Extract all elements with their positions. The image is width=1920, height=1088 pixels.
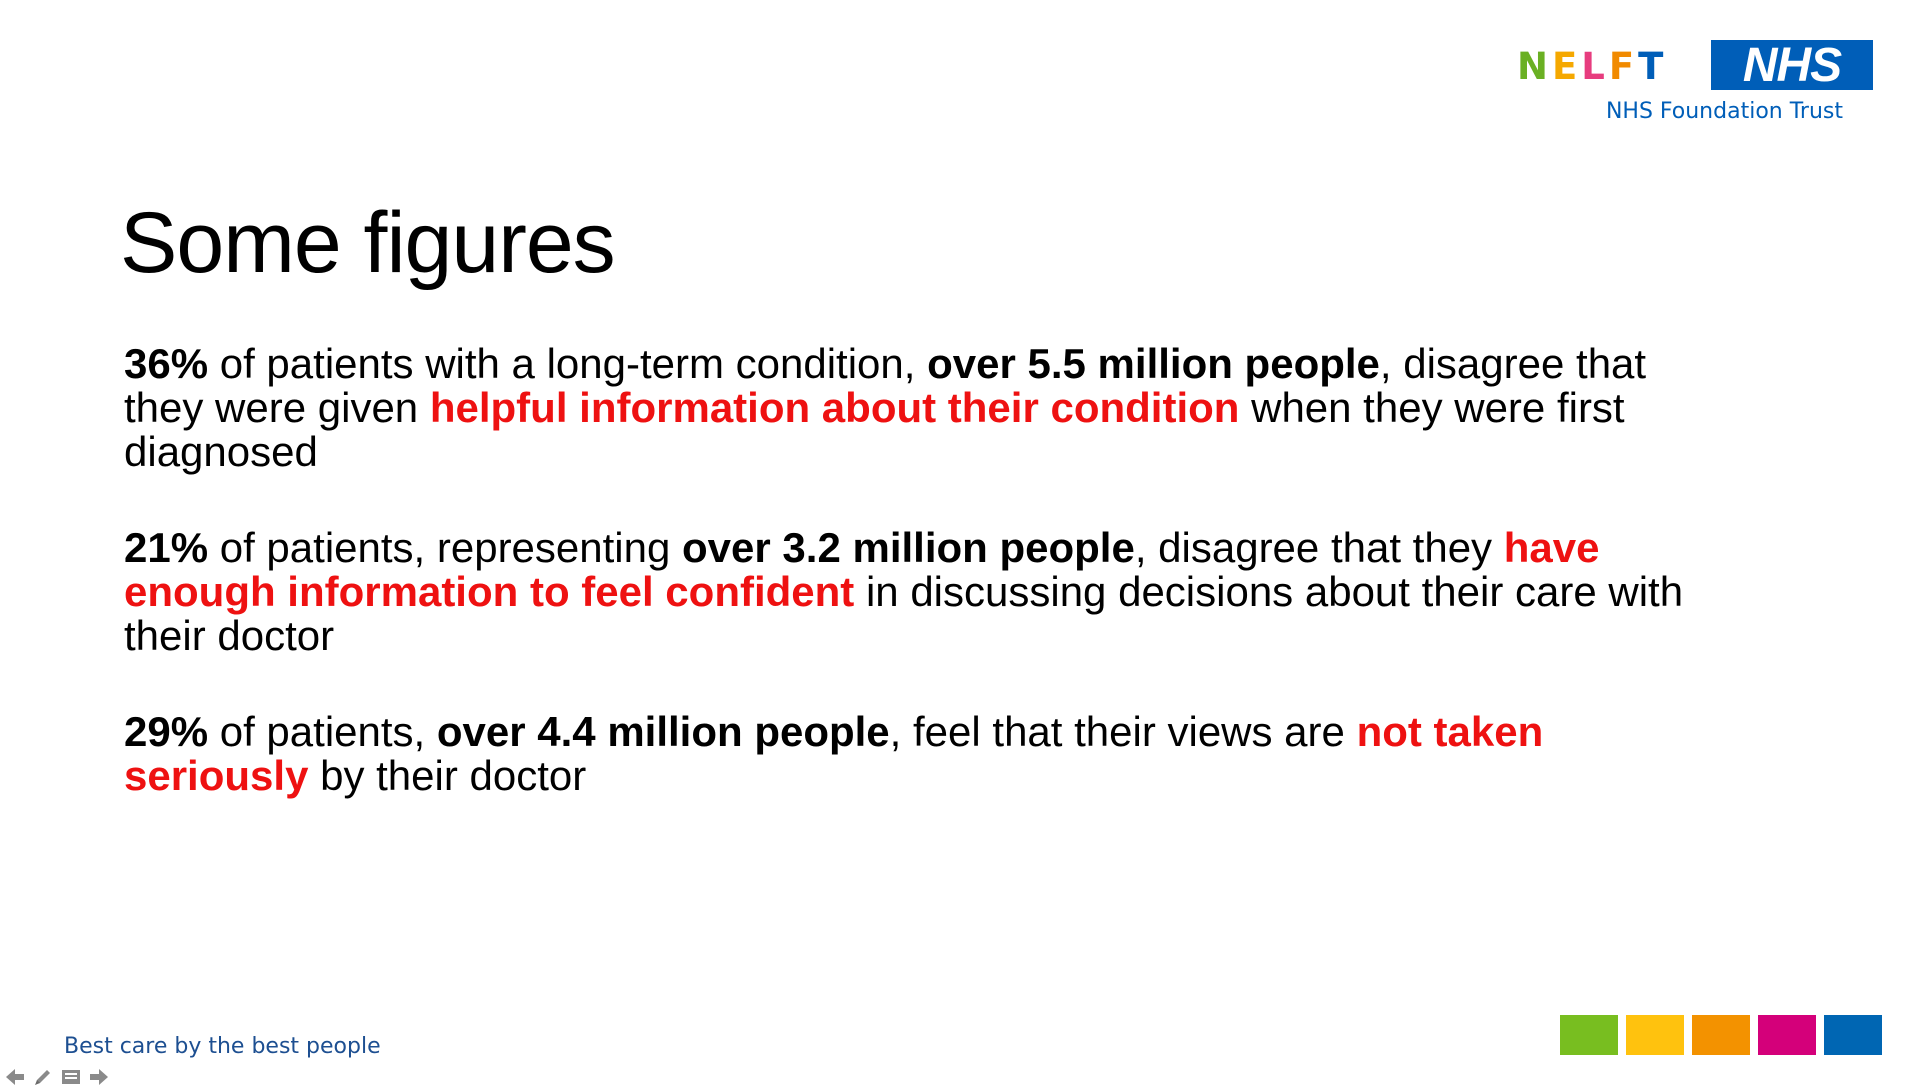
figure-paragraph: 21% of patients, representing over 3.2 m… bbox=[124, 526, 1694, 658]
arrow-left-icon[interactable] bbox=[4, 1066, 26, 1088]
brand-color-square bbox=[1626, 1015, 1684, 1055]
brand-color-square bbox=[1692, 1015, 1750, 1055]
highlight-text: have enough information to feel confiden… bbox=[124, 524, 1600, 615]
brand-color-square bbox=[1758, 1015, 1816, 1055]
bold-text: 21% bbox=[124, 524, 209, 571]
pen-icon[interactable] bbox=[32, 1066, 54, 1088]
footer-tagline: Best care by the best people bbox=[64, 1034, 381, 1059]
nelft-letter: N bbox=[1517, 45, 1552, 88]
bold-text: over 5.5 million people bbox=[927, 340, 1380, 387]
bold-text: over 4.4 million people bbox=[436, 708, 890, 755]
body-text: of patients, bbox=[208, 708, 437, 755]
nelft-letter: E bbox=[1551, 45, 1582, 88]
brand-color-squares bbox=[1560, 1015, 1882, 1055]
nhs-logo-box: NHS bbox=[1711, 38, 1873, 92]
highlight-text: not taken seriously bbox=[124, 708, 1544, 799]
bold-text: over 3.2 million people bbox=[682, 524, 1135, 571]
brand-color-square bbox=[1824, 1015, 1882, 1055]
body-text: of patients with a long-term condition, bbox=[208, 340, 928, 387]
body-text: , disagree that they bbox=[1134, 524, 1504, 571]
figure-paragraph: 29% of patients, over 4.4 million people… bbox=[124, 710, 1694, 798]
bold-text: 29% bbox=[124, 708, 209, 755]
body-text: of patients, representing bbox=[208, 524, 683, 571]
body-text: , feel that their views are bbox=[889, 708, 1357, 755]
nelft-letter: F bbox=[1608, 45, 1639, 88]
trust-name: NHS Foundation Trust bbox=[1605, 99, 1843, 124]
slide-title: Some figures bbox=[120, 195, 616, 291]
nelft-letter: L bbox=[1581, 45, 1609, 88]
slide-navigation bbox=[4, 1066, 110, 1088]
highlight-text: helpful information about their conditio… bbox=[429, 384, 1240, 431]
arrow-right-icon[interactable] bbox=[88, 1066, 110, 1088]
body-text: , disagree that they were given bbox=[124, 340, 1647, 431]
nelft-letter: T bbox=[1638, 45, 1668, 88]
body-text: when they were first diagnosed bbox=[124, 384, 1625, 475]
brand-color-square bbox=[1560, 1015, 1618, 1055]
nhs-logo-text: NHS bbox=[1742, 38, 1842, 92]
slide-body: 36% of patients with a long-term conditi… bbox=[124, 342, 1694, 850]
body-text: in discussing decisions about their care… bbox=[124, 568, 1684, 659]
figure-paragraph: 36% of patients with a long-term conditi… bbox=[124, 342, 1694, 474]
bold-text: 36% bbox=[124, 340, 209, 387]
body-text: by their doctor bbox=[308, 752, 587, 799]
menu-icon[interactable] bbox=[60, 1066, 82, 1088]
